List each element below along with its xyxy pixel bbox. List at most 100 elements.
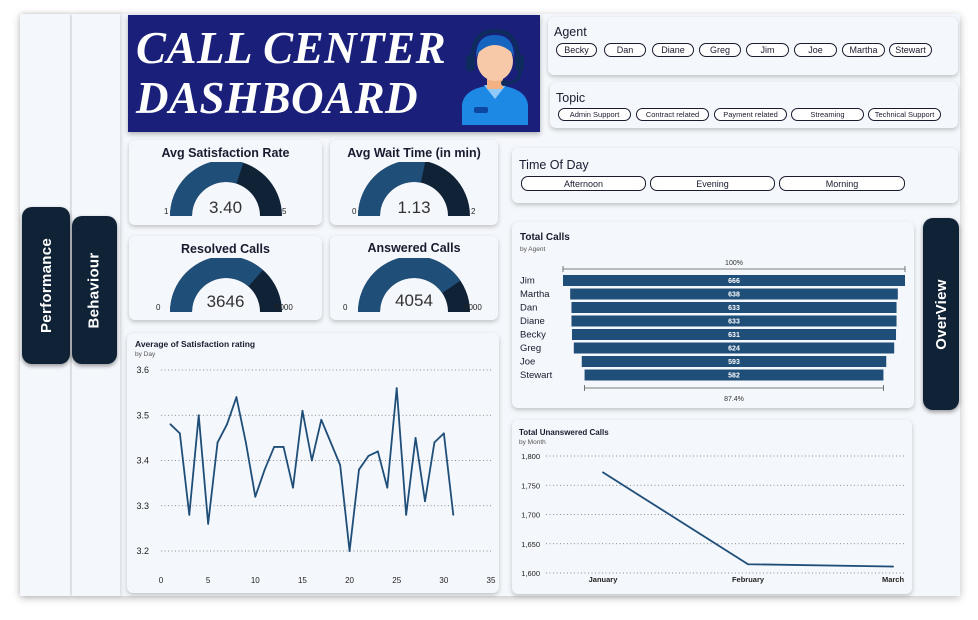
satisfaction-data-point xyxy=(339,464,341,466)
satisfaction-data-point xyxy=(245,442,247,444)
time-chip-evening[interactable]: Evening xyxy=(650,176,775,191)
satisfaction-y-tick: 3.4 xyxy=(136,456,149,466)
satisfaction-data-point xyxy=(434,442,436,444)
funnel-category-label: Greg xyxy=(520,343,541,354)
satisfaction-data-point xyxy=(198,414,200,416)
unanswered-data-point xyxy=(747,563,749,565)
page-title: CALL CENTER DASHBOARD xyxy=(136,23,446,123)
funnel-category-label: Becky xyxy=(520,330,546,341)
unanswered-y-tick: 1,650 xyxy=(521,540,540,549)
satisfaction-data-point xyxy=(330,442,332,444)
unanswered-x-tick: March xyxy=(882,575,905,584)
topic-chip-payment-related[interactable]: Payment related xyxy=(714,108,787,121)
satisfaction-data-point xyxy=(405,514,407,516)
behaviour-nav-button[interactable]: Behaviour xyxy=(72,216,117,364)
agent-slicer: Agent Becky Dan Diane Greg Jim Joe Marth… xyxy=(548,17,958,75)
kpi-wait-max: 2 xyxy=(471,207,475,216)
agent-chip-diane[interactable]: Diane xyxy=(652,43,694,57)
satisfaction-data-point xyxy=(273,446,275,448)
overview-nav-label: OverView xyxy=(933,279,950,350)
kpi-wait-time: Avg Wait Time (in min) 1.13 0 2 xyxy=(330,140,498,225)
unanswered-line-plot: 1,6001,6501,7001,7501,800January February… xyxy=(512,420,912,594)
total-calls-by-agent-chart: Total Calls by Agent 100% Jim 666 Martha 638… xyxy=(512,222,914,408)
agent-chip-becky[interactable]: Becky xyxy=(556,43,597,57)
satisfaction-data-point xyxy=(443,432,445,434)
unanswered-data-point xyxy=(892,566,894,568)
time-chip-afternoon[interactable]: Afternoon xyxy=(521,176,646,191)
kpi-answered-min: 0 xyxy=(343,303,347,312)
satisfaction-data-point xyxy=(264,469,266,471)
satisfaction-data-point xyxy=(368,455,370,457)
satisfaction-data-point xyxy=(302,410,304,412)
funnel-category-label: Martha xyxy=(520,289,550,300)
title-line-1: CALL CENTER xyxy=(136,23,446,73)
agent-chip-joe[interactable]: Joe xyxy=(794,43,837,57)
satisfaction-y-tick: 3.5 xyxy=(136,410,149,420)
kpi-satisfaction-min: 1 xyxy=(164,207,168,216)
funnel-category-label: Jim xyxy=(520,276,535,287)
funnel-top-label: 100% xyxy=(725,260,743,267)
unanswered-y-tick: 1,750 xyxy=(521,481,540,490)
kpi-satisfaction-max: 5 xyxy=(282,207,286,216)
satisfaction-series-line xyxy=(170,388,453,551)
kpi-answered-calls: Answered Calls 4054 0 5000 xyxy=(330,236,498,320)
time-of-day-slicer-title: Time Of Day xyxy=(519,158,589,172)
satisfaction-data-point xyxy=(217,442,219,444)
topic-chip-contract-related[interactable]: Contract related xyxy=(636,108,709,121)
satisfaction-x-tick: 35 xyxy=(487,576,496,585)
satisfaction-x-tick: 5 xyxy=(206,576,211,585)
satisfaction-data-point xyxy=(386,487,388,489)
satisfaction-data-point xyxy=(179,432,181,434)
behaviour-nav-label: Behaviour xyxy=(86,252,103,328)
funnel-bar-value: 631 xyxy=(728,332,740,339)
unanswered-calls-by-month-chart: Total Unanswered Calls by Month 1,600 1,6… xyxy=(512,420,912,594)
satisfaction-data-point xyxy=(292,487,294,489)
satisfaction-x-tick: 30 xyxy=(439,576,448,585)
funnel-bar-value: 582 xyxy=(728,373,740,380)
satisfaction-x-tick: 10 xyxy=(251,576,260,585)
unanswered-y-tick: 1,700 xyxy=(521,511,540,520)
agent-chip-jim[interactable]: Jim xyxy=(746,43,789,57)
satisfaction-data-point xyxy=(226,423,228,425)
funnel-category-label: Stewart xyxy=(520,370,553,381)
agent-chip-martha[interactable]: Martha xyxy=(842,43,885,57)
kpi-satisfaction-value: 3.40 xyxy=(129,198,322,218)
funnel-bar-value: 633 xyxy=(728,319,740,326)
funnel-bar-value: 666 xyxy=(728,278,740,285)
satisfaction-x-tick: 20 xyxy=(345,576,354,585)
satisfaction-data-point xyxy=(320,419,322,421)
unanswered-y-tick: 1,800 xyxy=(521,452,540,461)
unanswered-y-tick: 1,600 xyxy=(521,569,540,578)
topic-slicer-title: Topic xyxy=(556,91,585,105)
satisfaction-data-point xyxy=(424,500,426,502)
satisfaction-data-point xyxy=(396,387,398,389)
agent-chip-greg[interactable]: Greg xyxy=(699,43,741,57)
time-of-day-slicer: Time Of Day Afternoon Evening Morning xyxy=(512,148,958,203)
agent-chip-stewart[interactable]: Stewart xyxy=(889,43,932,57)
kpi-resolved-title: Resolved Calls xyxy=(129,242,322,256)
time-chip-morning[interactable]: Morning xyxy=(779,176,905,191)
performance-nav-button[interactable]: Performance xyxy=(22,207,70,364)
satisfaction-data-point xyxy=(349,550,351,552)
satisfaction-x-tick: 0 xyxy=(159,576,164,585)
overview-nav-button[interactable]: OverView xyxy=(923,218,959,410)
kpi-resolved-calls: Resolved Calls 3646 0 5000 xyxy=(129,236,322,320)
satisfaction-by-day-chart: Average of Satisfaction rating by Day 3.… xyxy=(127,333,499,593)
funnel-category-label: Joe xyxy=(520,357,535,368)
kpi-wait-title: Avg Wait Time (in min) xyxy=(330,146,498,160)
unanswered-data-point xyxy=(602,471,604,473)
kpi-answered-max: 5000 xyxy=(464,303,482,312)
kpi-answered-title: Answered Calls xyxy=(330,241,498,255)
unanswered-series-line xyxy=(603,472,893,566)
call-agent-icon xyxy=(454,25,536,125)
agent-chip-dan[interactable]: Dan xyxy=(604,43,646,57)
topic-chip-technical-support[interactable]: Technical Support xyxy=(868,108,941,121)
satisfaction-data-point xyxy=(311,460,313,462)
topic-chip-admin-support[interactable]: Admin Support xyxy=(558,108,631,121)
funnel-category-label: Dan xyxy=(520,303,537,314)
satisfaction-y-tick: 3.3 xyxy=(136,501,149,511)
kpi-satisfaction: Avg Satisfaction Rate 3.40 1 5 xyxy=(129,140,322,225)
satisfaction-data-point xyxy=(254,496,256,498)
topic-chip-streaming[interactable]: Streaming xyxy=(791,108,864,121)
satisfaction-data-point xyxy=(358,469,360,471)
